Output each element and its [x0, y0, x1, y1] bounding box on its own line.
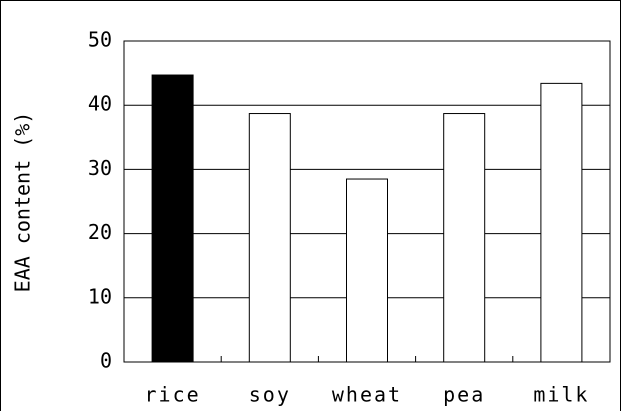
- bar: [346, 178, 388, 363]
- x-tick-label: pea: [443, 383, 485, 407]
- bar: [443, 113, 486, 363]
- y-tick-label: 50: [88, 28, 112, 52]
- y-tick-label: 40: [88, 92, 112, 116]
- y-tick-label: 10: [88, 284, 112, 308]
- x-tick-label: wheat: [332, 383, 402, 407]
- x-tick-label: soy: [249, 383, 291, 407]
- y-tick-label: 30: [88, 156, 112, 180]
- y-axis-label: EAA content (%): [11, 112, 35, 293]
- x-tick-label: milk: [533, 383, 589, 407]
- y-tick-label: 20: [88, 220, 112, 244]
- y-tick-label: 0: [100, 349, 112, 373]
- x-tick-label: rice: [145, 383, 201, 407]
- bar: [248, 113, 291, 363]
- bar: [151, 74, 194, 363]
- bar: [540, 82, 583, 363]
